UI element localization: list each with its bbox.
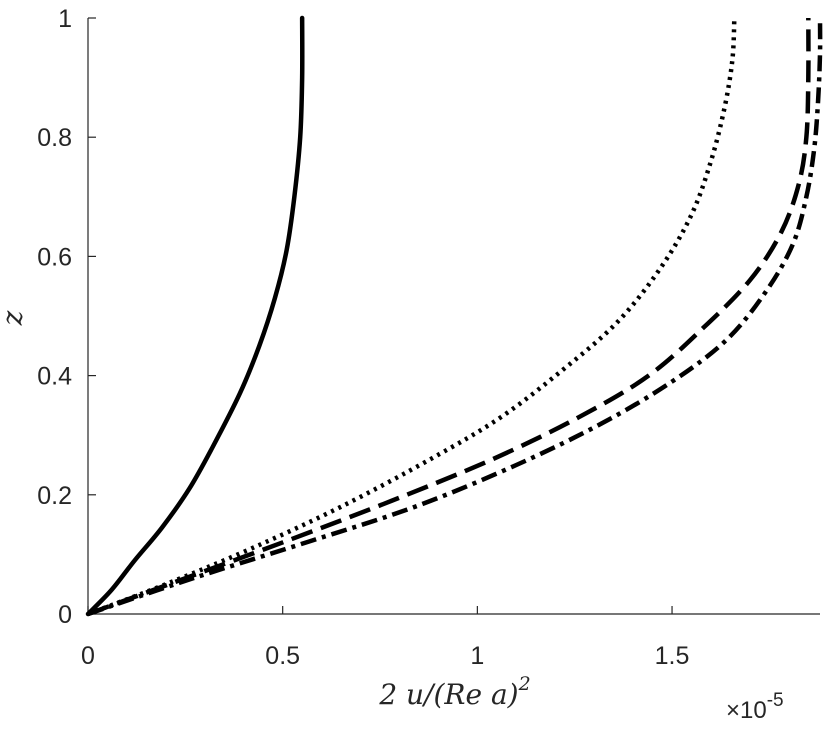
tick-labels: 0 0.5 1 1.5 0 0.2 0.4 0.6 0.8 1 xyxy=(37,5,689,670)
series-layer xyxy=(85,15,823,617)
x-tick-label: 1 xyxy=(470,642,484,670)
x-axis-label: 2 u/(Re a)2 xyxy=(378,673,530,711)
y-tick-label: 0.6 xyxy=(37,243,72,271)
x-exponent-base: ×10 xyxy=(726,697,767,724)
tick-marks xyxy=(87,17,673,615)
y-tick-label: 0.8 xyxy=(37,124,72,152)
y-tick-label: 0 xyxy=(58,601,72,629)
x-tick-label: 0.5 xyxy=(265,642,300,670)
x-exponent-label: ×10-5 xyxy=(726,690,784,724)
y-tick-label: 0.2 xyxy=(37,482,72,510)
axes xyxy=(87,18,820,615)
series-line-4 xyxy=(87,17,823,617)
x-exponent-power: -5 xyxy=(767,690,784,711)
y-axis-label: z xyxy=(0,310,29,326)
series-line-3 xyxy=(87,17,811,617)
y-tick-label: 1 xyxy=(58,5,72,33)
x-tick-label: 1.5 xyxy=(655,642,690,670)
series-line-1 xyxy=(85,15,305,617)
y-tick-label: 0.4 xyxy=(37,363,72,391)
x-tick-label: 0 xyxy=(81,642,95,670)
x-axis-label-text: 2 u/(Re a) xyxy=(378,678,518,711)
x-axis-label-superscript: 2 xyxy=(518,673,531,695)
series-line-2 xyxy=(87,17,737,617)
